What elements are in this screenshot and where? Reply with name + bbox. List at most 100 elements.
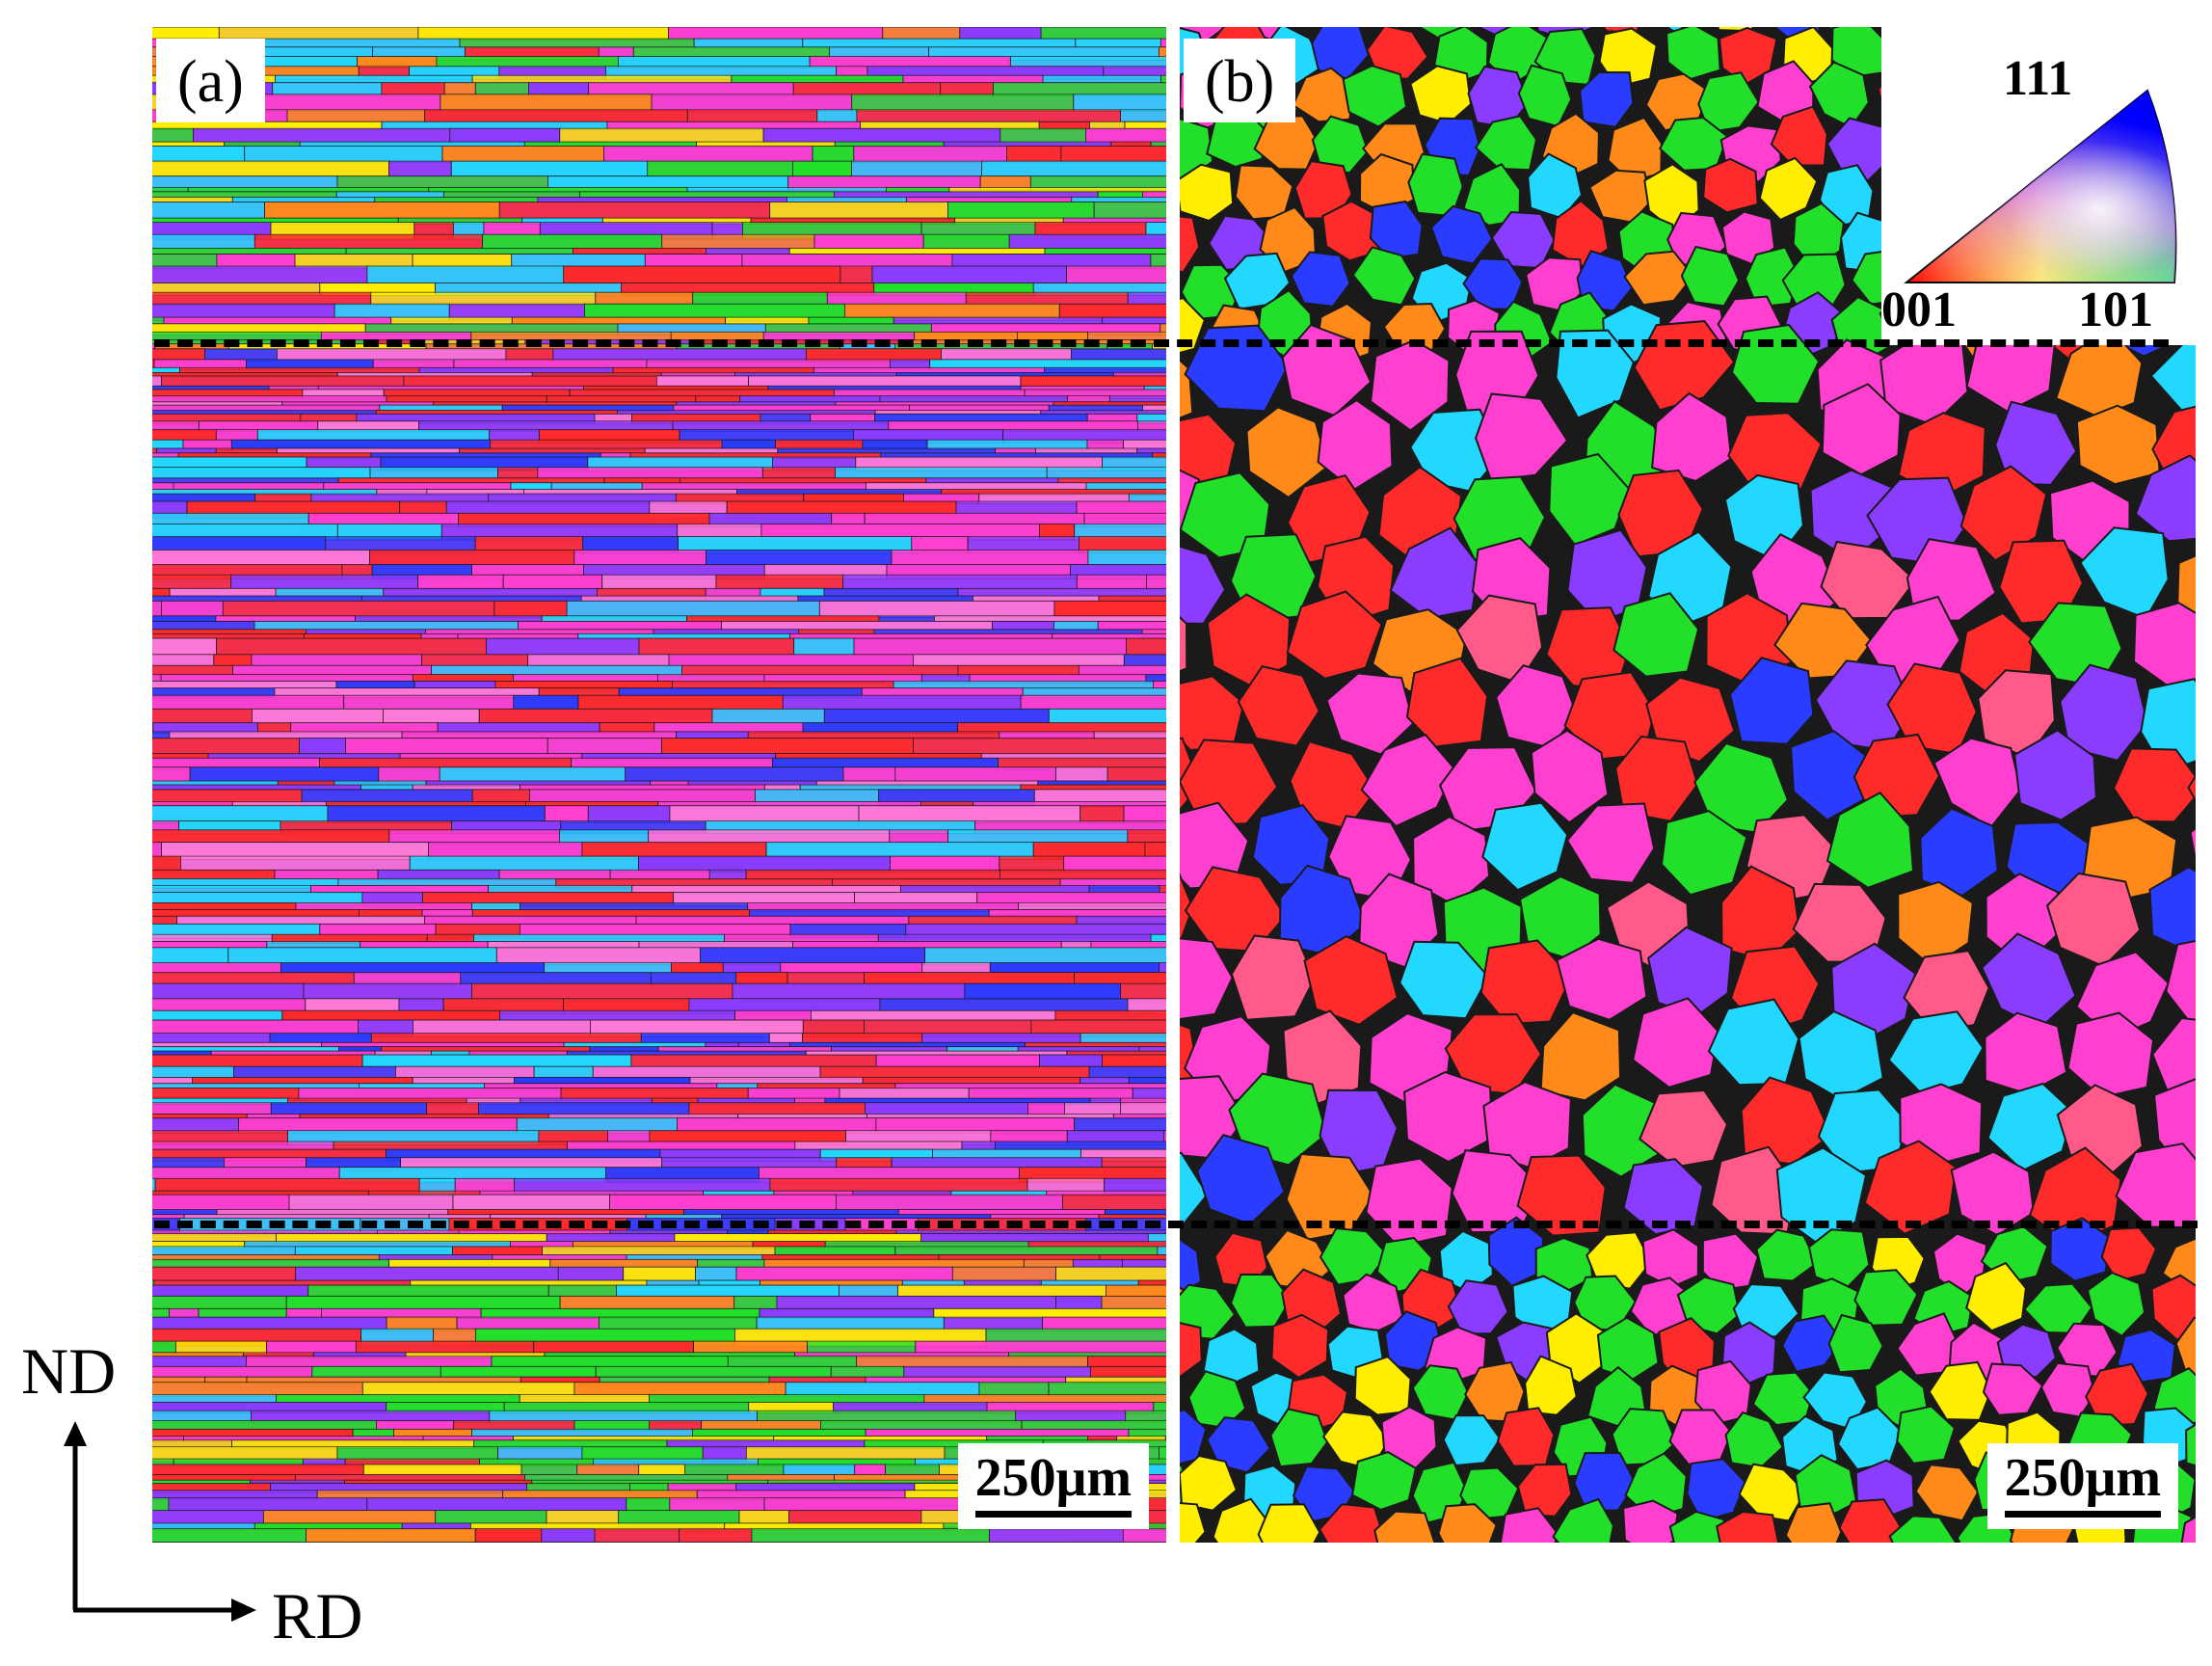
- deformed-grain-band: [1054, 1009, 1166, 1021]
- deformed-grain-band: [1074, 972, 1166, 985]
- deformed-grain-band: [1048, 708, 1166, 724]
- recrystallized-grain: [1994, 400, 2078, 486]
- deformed-grain-band: [808, 316, 894, 325]
- deformed-grain-band: [306, 1157, 402, 1169]
- recrystallized-grain: [1622, 1158, 1704, 1236]
- deformed-grain-band: [1141, 629, 1166, 635]
- deformed-grain-band: [295, 1266, 559, 1281]
- deformed-grain-band: [751, 1528, 991, 1543]
- deformed-grain-band: [1159, 1446, 1166, 1463]
- deformed-grain-band: [1042, 74, 1161, 84]
- deformed-grain-band: [417, 574, 504, 590]
- deformed-grain-band: [1020, 694, 1166, 711]
- deformed-grain-band: [661, 738, 914, 755]
- deformed-grain-band: [152, 587, 171, 598]
- deformed-grain-band: [577, 694, 784, 711]
- ipf-label-001: 001: [1881, 282, 1957, 337]
- deformed-grain-band: [616, 410, 876, 415]
- deformed-grain-band: [152, 410, 377, 415]
- deformed-grain-band: [360, 595, 582, 602]
- deformed-grain-band: [361, 1054, 632, 1067]
- recrystallized-grain: [1888, 1515, 1958, 1543]
- deformed-grain-band: [776, 1295, 1056, 1310]
- panel-label-b-text: (b): [1205, 49, 1275, 115]
- deformed-grain-band: [152, 915, 177, 926]
- deformed-grain-band: [1143, 385, 1166, 391]
- deformed-grain-band: [902, 74, 1044, 84]
- recrystallized-grain: [1897, 412, 1986, 499]
- deformed-grain-band: [152, 1041, 323, 1048]
- deformed-grain-band: [345, 247, 573, 255]
- rd-axis-label: RD: [272, 1579, 363, 1653]
- deformed-grain-band: [1128, 1428, 1166, 1439]
- deformed-grain-band: [1087, 550, 1166, 566]
- deformed-grain-band: [152, 757, 320, 768]
- recrystallized-grain: [2187, 774, 2196, 803]
- deformed-grain-band: [874, 410, 1042, 415]
- deformed-grain-band: [541, 1528, 596, 1543]
- recrystallized-grain: [2028, 602, 2123, 688]
- deformed-grain-band: [921, 1033, 1081, 1044]
- deformed-grain-band: [1099, 1254, 1166, 1261]
- deformed-grain-band: [1150, 933, 1166, 944]
- recrystallized-grain: [1702, 157, 1759, 214]
- deformed-grain-band: [772, 757, 999, 768]
- recrystallized-grain: [1896, 1405, 1957, 1464]
- scale-bar-b-line: [2004, 1511, 2161, 1518]
- deformed-grain-band: [735, 1266, 953, 1281]
- deformed-grain-band: [563, 1041, 706, 1048]
- deformed-grain-band: [1113, 371, 1166, 378]
- deformed-grain-band: [152, 1077, 194, 1085]
- deformed-grain-band: [1025, 1041, 1166, 1048]
- recrystallized-grain: [1180, 545, 1227, 625]
- deformed-grain-band: [1066, 265, 1166, 284]
- deformed-grain-band: [213, 654, 253, 666]
- recrystallized-grain: [1996, 1323, 2058, 1379]
- deformed-grain-band: [355, 615, 543, 622]
- deformed-grain-band: [1085, 482, 1166, 493]
- deformed-grain-band: [705, 587, 761, 598]
- deformed-grain-band: [1079, 1077, 1130, 1085]
- deformed-grain-band: [459, 38, 695, 48]
- deformed-grain-band: [441, 146, 604, 163]
- deformed-grain-band: [517, 621, 722, 631]
- deformed-grain-band: [471, 909, 750, 918]
- deformed-grain-band: [625, 766, 844, 784]
- deformed-grain-band: [542, 1246, 776, 1256]
- deformed-grain-band: [885, 1464, 940, 1476]
- deformed-grain-band: [734, 1009, 812, 1021]
- deformed-grain-band: [471, 74, 733, 84]
- recrystallized-grain: [1758, 156, 1819, 222]
- deformed-grain-band: [957, 587, 1166, 598]
- deformed-grain-band: [152, 1246, 296, 1256]
- deformed-grain-band: [275, 74, 473, 84]
- deformed-grain-band: [152, 738, 301, 755]
- deformed-grain-band: [369, 550, 575, 566]
- deformed-grain-band: [715, 574, 844, 590]
- deformed-grain-band: [964, 982, 1121, 1001]
- deformed-grain-band: [1093, 202, 1166, 220]
- deformed-grain-band: [1087, 1356, 1166, 1368]
- deformed-grain-band: [934, 615, 1166, 622]
- deformed-grain-band: [601, 574, 717, 590]
- deformed-grain-band: [842, 574, 1078, 590]
- deformed-grain-band: [152, 1295, 287, 1310]
- deformed-grain-band: [1101, 1295, 1166, 1310]
- recrystallized-grain: [2086, 1271, 2146, 1337]
- deformed-grain-band: [862, 1077, 1081, 1085]
- deformed-grain-band: [684, 1464, 785, 1476]
- deformed-grain-band: [580, 595, 799, 602]
- deformed-grain-band: [558, 829, 650, 845]
- deformed-grain-band: [1088, 1065, 1166, 1080]
- deformed-grain-band: [152, 1009, 283, 1021]
- recrystallized-grain: [1792, 882, 1887, 964]
- recrystallized-grain: [1257, 1503, 1321, 1543]
- deformed-grain-band: [369, 467, 498, 479]
- deformed-grain-band: [366, 265, 565, 284]
- deformed-grain-band: [152, 600, 162, 618]
- deformed-grain-band: [1159, 885, 1166, 894]
- recrystallized-grain: [1516, 1154, 1607, 1237]
- deformed-grain-band: [706, 247, 790, 255]
- deformed-grain-band: [486, 637, 640, 656]
- deformed-grain-band: [1120, 109, 1166, 123]
